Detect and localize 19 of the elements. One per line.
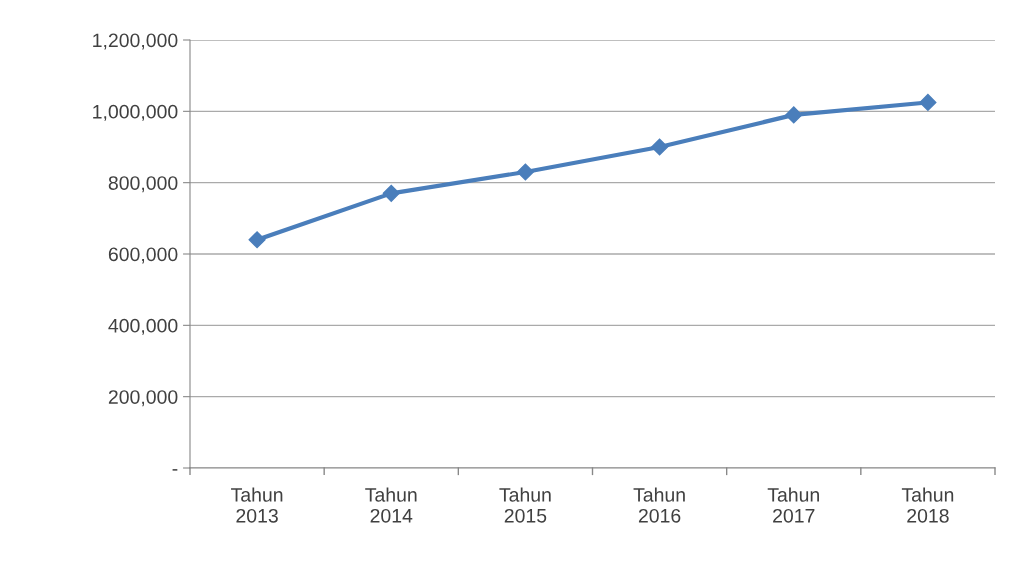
x-tick-label: Tahun 2014 [365,487,417,523]
point [248,231,266,249]
x-tick-label: Tahun 2017 [767,487,819,523]
x-tick-label: Tahun 2015 [499,487,551,523]
point [651,138,669,156]
y-tick-label: 400,000 [108,318,178,335]
x-tick-label: Tahun 2016 [633,487,685,523]
point [382,184,400,202]
y-tick-label: 600,000 [108,247,178,264]
x-tick-label: Tahun 2018 [901,487,954,523]
point [785,106,803,124]
y-tick-label: 1,000,000 [93,104,178,121]
y-tick-label: 200,000 [108,390,178,407]
y-tick-label: - [172,469,178,471]
y-tick-label: 1,200,000 [93,33,178,50]
x-tick-label: Tahun 2013 [231,487,283,523]
y-tick-label: 800,000 [108,176,178,193]
point [919,93,937,111]
point [516,163,534,181]
